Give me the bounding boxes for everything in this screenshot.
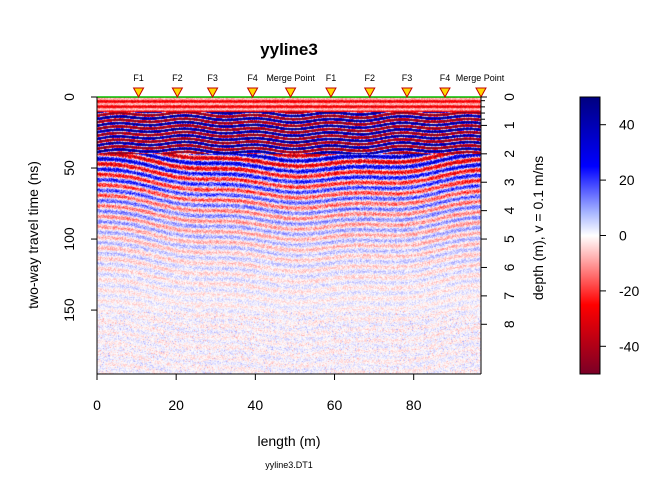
radargram-heatmap	[97, 97, 481, 374]
depth-tick-label-2: 2	[501, 150, 517, 158]
colorbar	[579, 96, 601, 375]
y-tick-label-150: 150	[61, 298, 77, 322]
file-caption: yyline3.DT1	[265, 460, 313, 470]
marker-layer: F1 F2 F3 F4 Merge Point F1 F2 F3 F4 Merge Point	[132, 73, 505, 99]
depth-tick-label-8: 8	[501, 320, 517, 328]
marker-label-5: F1	[326, 73, 337, 83]
y-tick-label-0: 0	[61, 93, 77, 101]
marker-triangle-8	[439, 87, 451, 99]
y-tick-label-50: 50	[61, 160, 77, 176]
depth-tick-label-3: 3	[501, 178, 517, 186]
marker-triangle-9	[475, 87, 487, 99]
marker-label-4: Merge Point	[266, 73, 315, 83]
marker-label-2: F3	[207, 73, 218, 83]
marker-triangle-1	[171, 87, 184, 99]
y-axis-ticks: 0 50 100 150	[61, 93, 97, 322]
colorbar-tick-label--20: -20	[619, 283, 639, 299]
marker-triangle-3	[246, 87, 259, 99]
marker-triangle-6	[363, 87, 376, 99]
depth-axis-label: depth (m), v = 0.1 m/ns	[530, 156, 546, 300]
depth-tick-label-5: 5	[501, 235, 517, 243]
marker-label-6: F2	[365, 73, 376, 83]
marker-triangle-2	[206, 87, 219, 99]
x-tick-label-40: 40	[248, 397, 264, 413]
x-axis-ticks: 0 20 40 60 80	[93, 374, 422, 413]
colorbar-tick-label-20: 20	[619, 172, 635, 188]
marker-label-7: F3	[402, 73, 413, 83]
marker-triangle-7	[401, 87, 413, 99]
y-tick-label-100: 100	[61, 227, 77, 251]
chart-title: yyline3	[260, 40, 318, 59]
x-tick-label-0: 0	[93, 397, 101, 413]
depth-tick-label-0: 0	[501, 93, 517, 101]
depth-tick-label-1: 1	[501, 121, 517, 129]
x-tick-label-60: 60	[327, 397, 343, 413]
marker-label-1: F2	[172, 73, 183, 83]
colorbar-tick-label-40: 40	[619, 117, 635, 133]
depth-axis-ticks: 0 1 2 3 4 5 6 7 8	[481, 93, 517, 328]
y-axis-label: two-way travel time (ns)	[25, 161, 41, 309]
depth-tick-label-4: 4	[501, 207, 517, 215]
marker-triangle-4	[284, 87, 297, 99]
depth-tick-label-6: 6	[501, 263, 517, 271]
colorbar-ticks: 40 20 0 -20 -40	[600, 117, 639, 354]
colorbar-tick-label--40: -40	[619, 338, 639, 354]
marker-label-3: F4	[247, 73, 258, 83]
marker-triangle-0	[132, 87, 145, 99]
x-tick-label-80: 80	[406, 397, 422, 413]
marker-label-8: F4	[440, 73, 451, 83]
depth-tick-label-7: 7	[501, 292, 517, 300]
x-axis-label: length (m)	[257, 433, 320, 449]
heatmap-image	[97, 97, 481, 374]
colorbar-tick-label-0: 0	[619, 228, 627, 244]
marker-triangle-5	[325, 87, 337, 99]
marker-label-9: Merge Point	[456, 73, 505, 83]
x-tick-label-20: 20	[168, 397, 184, 413]
marker-label-0: F1	[133, 73, 144, 83]
